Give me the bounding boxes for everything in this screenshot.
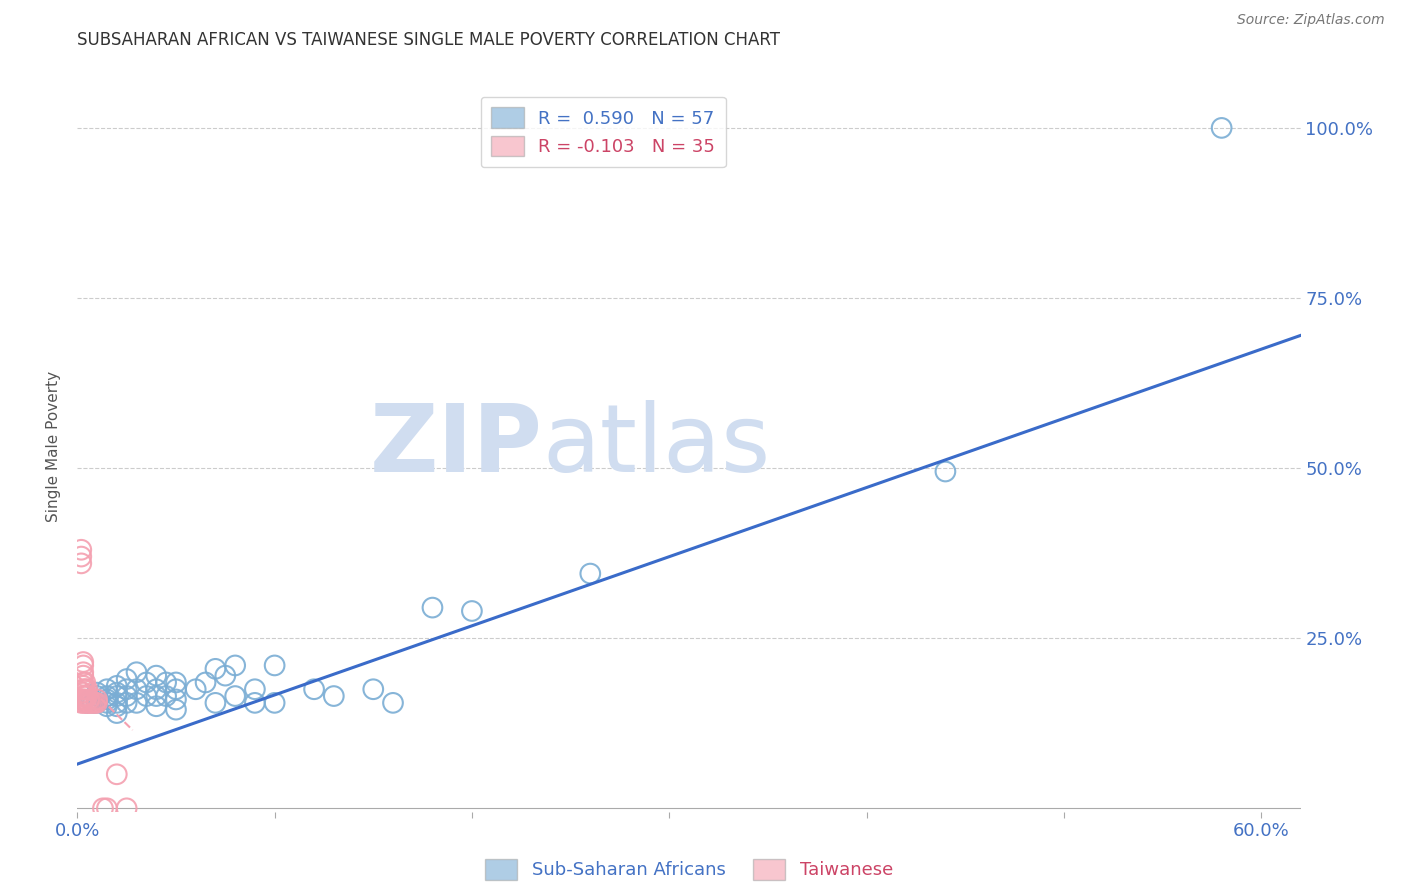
Point	[243, 696, 266, 710]
Point	[75, 696, 97, 710]
Point	[72, 682, 94, 697]
Point	[224, 689, 246, 703]
Point	[75, 682, 97, 697]
Point	[135, 689, 157, 703]
Point	[115, 696, 138, 710]
Point	[72, 686, 94, 700]
Point	[115, 801, 138, 815]
Point	[72, 655, 94, 669]
Point	[72, 692, 94, 706]
Point	[70, 692, 93, 706]
Point	[86, 692, 108, 706]
Point	[70, 549, 93, 564]
Point	[165, 703, 187, 717]
Point	[579, 566, 602, 581]
Y-axis label: Single Male Poverty: Single Male Poverty	[46, 370, 62, 522]
Point	[76, 689, 98, 703]
Point	[125, 696, 148, 710]
Point	[86, 696, 108, 710]
Point	[214, 668, 236, 682]
Point	[105, 767, 128, 781]
Point	[96, 801, 118, 815]
Point	[105, 689, 128, 703]
Point	[96, 699, 118, 714]
Point	[145, 699, 167, 714]
Point	[1211, 120, 1233, 135]
Point	[155, 689, 177, 703]
Point	[204, 662, 226, 676]
Point	[84, 696, 107, 710]
Point	[115, 682, 138, 697]
Point	[263, 658, 285, 673]
Point	[145, 682, 167, 697]
Point	[145, 689, 167, 703]
Point	[184, 682, 207, 697]
Text: SUBSAHARAN AFRICAN VS TAIWANESE SINGLE MALE POVERTY CORRELATION CHART: SUBSAHARAN AFRICAN VS TAIWANESE SINGLE M…	[77, 31, 780, 49]
Point	[86, 696, 108, 710]
Point	[91, 801, 114, 815]
Point	[934, 465, 956, 479]
Point	[125, 682, 148, 697]
Point	[75, 692, 97, 706]
Point	[194, 675, 217, 690]
Legend: Sub-Saharan Africans, Taiwanese: Sub-Saharan Africans, Taiwanese	[478, 852, 900, 887]
Point	[82, 696, 104, 710]
Point	[72, 689, 94, 703]
Point	[76, 682, 98, 697]
Text: Source: ZipAtlas.com: Source: ZipAtlas.com	[1237, 13, 1385, 28]
Point	[75, 675, 97, 690]
Point	[145, 668, 167, 682]
Point	[263, 696, 285, 710]
Point	[72, 665, 94, 680]
Point	[77, 696, 100, 710]
Point	[105, 696, 128, 710]
Point	[382, 696, 405, 710]
Point	[165, 675, 187, 690]
Point	[302, 682, 325, 697]
Point	[76, 696, 98, 710]
Point	[96, 696, 118, 710]
Point	[115, 689, 138, 703]
Point	[155, 675, 177, 690]
Point	[72, 668, 94, 682]
Point	[96, 682, 118, 697]
Point	[70, 696, 93, 710]
Text: atlas: atlas	[543, 400, 770, 492]
Point	[105, 679, 128, 693]
Point	[125, 665, 148, 680]
Point	[76, 696, 98, 710]
Point	[96, 689, 118, 703]
Point	[72, 679, 94, 693]
Point	[75, 689, 97, 703]
Point	[224, 658, 246, 673]
Point	[422, 600, 444, 615]
Text: ZIP: ZIP	[370, 400, 543, 492]
Point	[461, 604, 484, 618]
Point	[77, 692, 100, 706]
Point	[86, 689, 108, 703]
Point	[96, 692, 118, 706]
Point	[165, 692, 187, 706]
Point	[105, 706, 128, 720]
Point	[204, 696, 226, 710]
Point	[72, 658, 94, 673]
Point	[86, 692, 108, 706]
Point	[115, 672, 138, 686]
Point	[72, 675, 94, 690]
Point	[82, 696, 104, 710]
Point	[165, 682, 187, 697]
Point	[105, 686, 128, 700]
Point	[80, 692, 103, 706]
Point	[80, 696, 103, 710]
Point	[135, 675, 157, 690]
Point	[86, 686, 108, 700]
Point	[105, 699, 128, 714]
Point	[70, 542, 93, 557]
Point	[243, 682, 266, 697]
Point	[361, 682, 384, 697]
Point	[322, 689, 344, 703]
Point	[70, 557, 93, 571]
Point	[72, 696, 94, 710]
